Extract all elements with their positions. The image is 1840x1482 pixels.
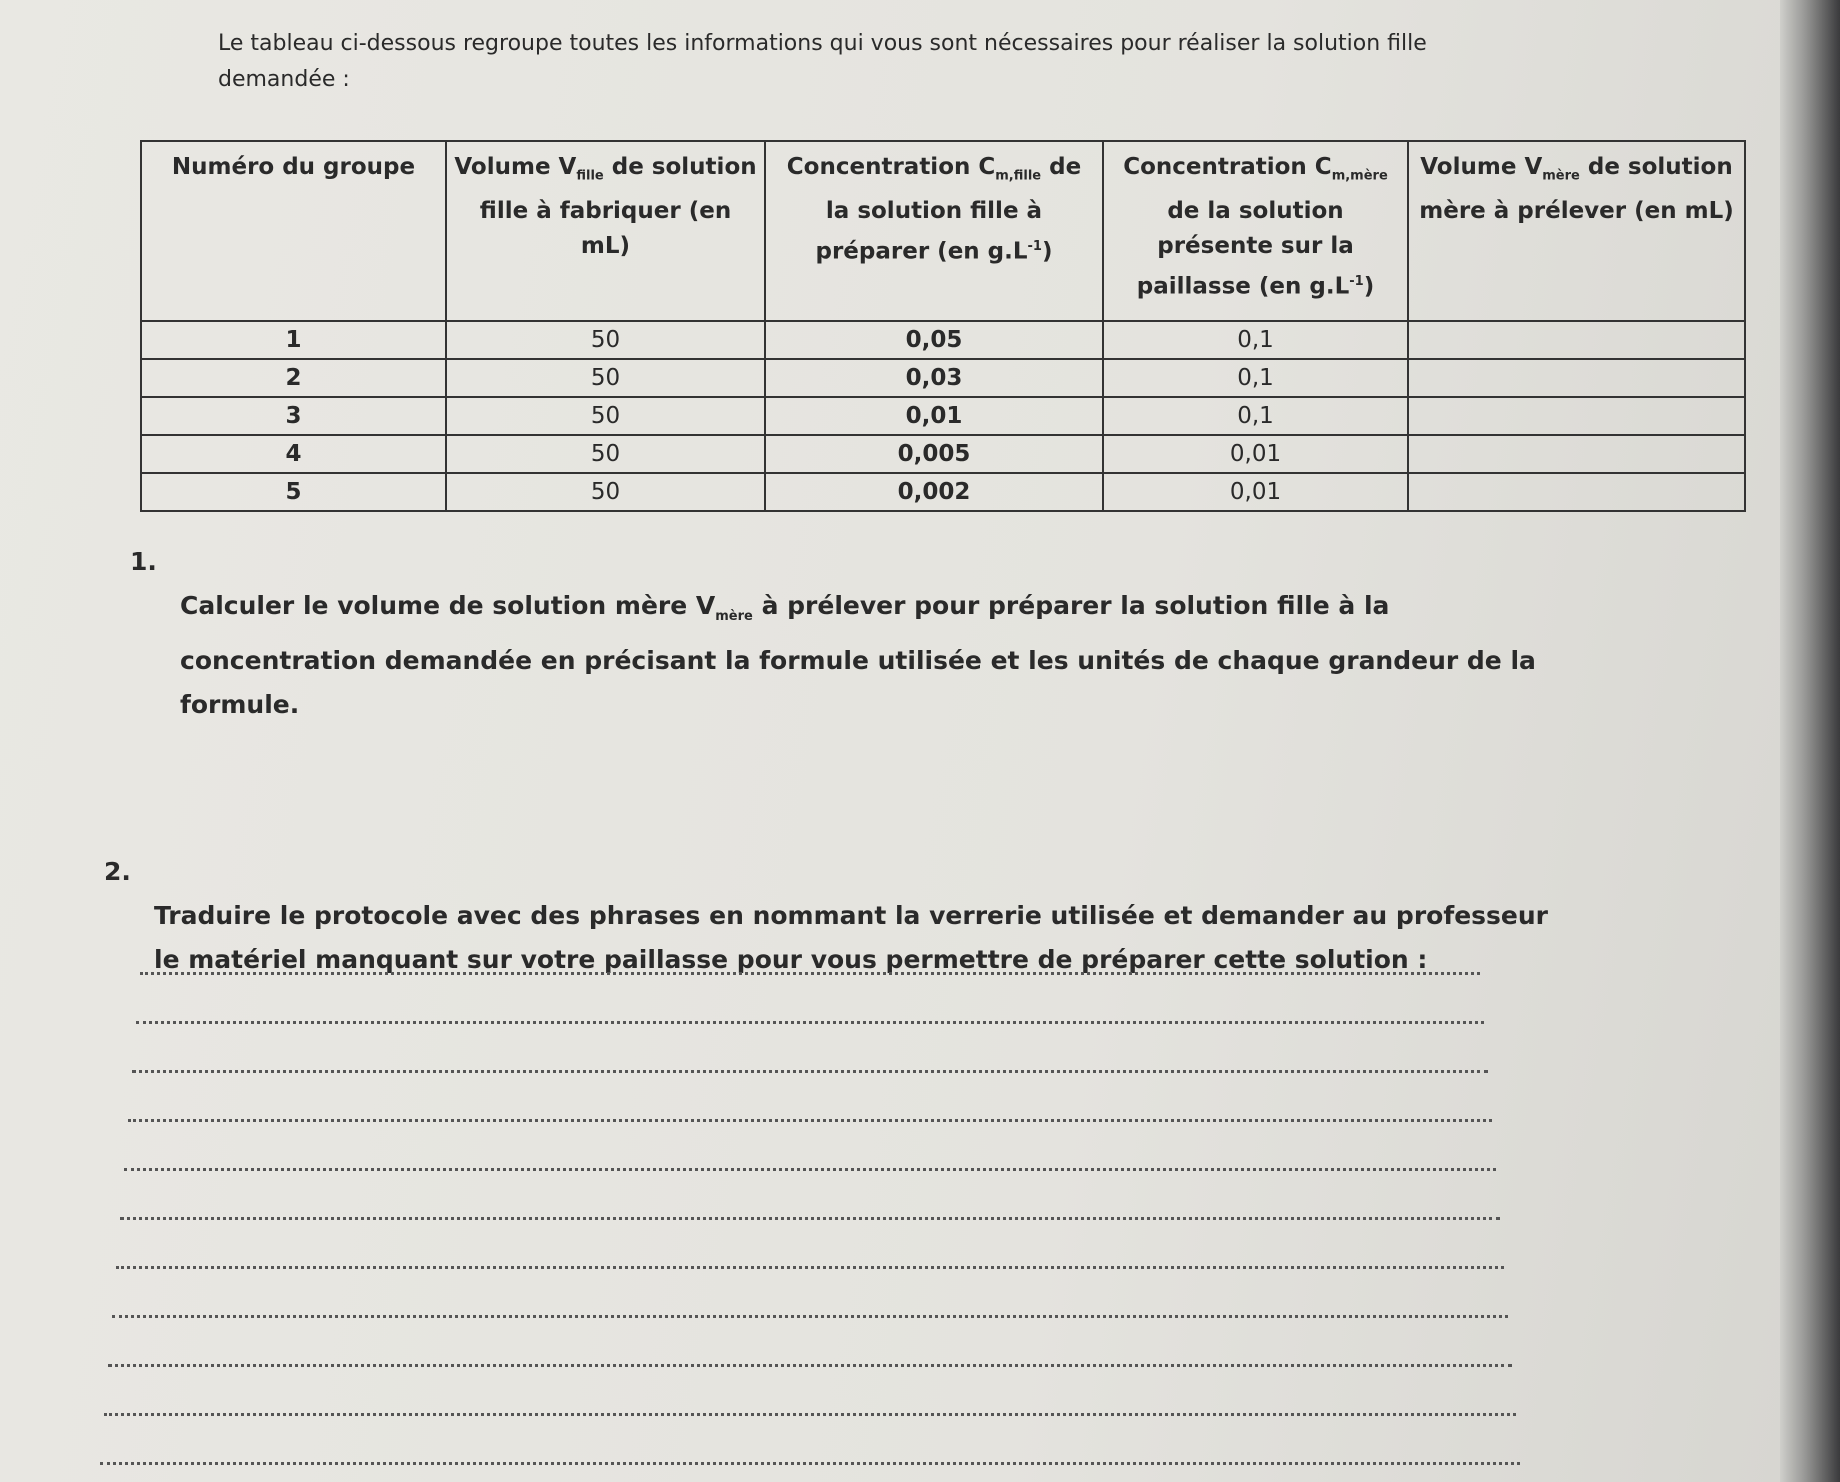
table-row: 5 50 0,002 0,01 — [140, 472, 1746, 512]
answer-line — [108, 1364, 1512, 1367]
answer-line — [112, 1315, 1508, 1318]
text: à prélever pour préparer la solution fil… — [180, 591, 1536, 719]
table-cell: 0,01 — [1102, 472, 1409, 512]
table-row: 1 50 0,05 0,1 — [140, 320, 1746, 360]
answer-line — [124, 1168, 1496, 1171]
subscript: m,fille — [995, 168, 1042, 184]
question-number: 1. — [130, 547, 157, 576]
empty-cell — [1407, 320, 1746, 360]
table-cell: 50 — [445, 358, 766, 398]
table-cell: 2 — [140, 358, 447, 398]
table-row: 4 50 0,005 0,01 — [140, 434, 1746, 474]
table-cell: 4 — [140, 434, 447, 474]
header-cell: Numéro du groupe — [140, 140, 447, 322]
subscript: mère — [1542, 168, 1580, 184]
answer-line — [128, 1119, 1492, 1122]
table-cell: 50 — [445, 320, 766, 360]
answer-line — [136, 1021, 1484, 1024]
text: Traduire le protocole avec des phrases e… — [154, 901, 1549, 974]
table-cell: 50 — [445, 434, 766, 474]
question: 1. Calculer le volume de solution mère Vm… — [130, 540, 1570, 727]
table-cell: 0,01 — [1102, 434, 1409, 474]
table-cell: 1 — [140, 320, 447, 360]
table-cell: 0,05 — [764, 320, 1104, 360]
answer-line — [104, 1413, 1516, 1416]
text: Volume V — [454, 154, 577, 180]
subscript: fille — [576, 168, 604, 184]
table-row: 2 50 0,03 0,1 — [140, 358, 1746, 398]
table-cell: 0,002 — [764, 472, 1104, 512]
binder-edge — [1780, 0, 1840, 1482]
question: 2. Traduire le protocole avec des phrases… — [104, 850, 1574, 982]
question-text: Calculer le volume de solution mère Vmèr… — [180, 584, 1570, 727]
text: Concentration C — [786, 154, 996, 180]
text: ) — [1363, 273, 1375, 300]
text: de la solution fille à préparer (en g.L — [815, 154, 1082, 265]
subscript: mère — [715, 609, 753, 624]
table-row: 3 50 0,01 0,1 — [140, 396, 1746, 436]
table-cell: 3 — [140, 396, 447, 436]
table-cell: 0,1 — [1102, 358, 1409, 398]
table-cell: 0,01 — [764, 396, 1104, 436]
text: Numéro du groupe — [171, 154, 416, 180]
answer-line — [140, 972, 1480, 975]
answer-line — [116, 1266, 1504, 1269]
superscript: -1 — [1349, 273, 1364, 289]
table-cell: 0,1 — [1102, 320, 1409, 360]
superscript: -1 — [1027, 238, 1042, 254]
text: de solution fille à fabriquer (en mL) — [479, 154, 757, 259]
header-cell: Concentration Cm,mère de la solution pré… — [1102, 140, 1409, 322]
text: Volume V — [1420, 154, 1543, 180]
table-cell: 50 — [445, 396, 766, 436]
empty-cell — [1407, 396, 1746, 436]
text: de la solution présente sur la paillasse… — [1136, 197, 1354, 300]
text: de solution mère à prélever (en mL) — [1419, 154, 1734, 224]
table-cell: 0,1 — [1102, 396, 1409, 436]
text: ) — [1041, 238, 1053, 265]
data-table: Numéro du groupe Volume Vfille de solutio… — [140, 140, 1746, 512]
header-cell: Concentration Cm,fille de la solution fi… — [764, 140, 1104, 322]
intro-text: Le tableau ci-dessous regroupe toutes le… — [218, 31, 1427, 92]
header-cell: Volume Vmère de solution mère à prélever… — [1407, 140, 1746, 322]
table-body: 1 50 0,05 0,1 2 50 0,03 0,1 3 50 0,01 0,1 4 50 0,005 0,… — [140, 320, 1746, 512]
subscript: m,mère — [1331, 168, 1388, 184]
answer-line — [132, 1070, 1488, 1073]
table-cell: 5 — [140, 472, 447, 512]
table-cell: 50 — [445, 472, 766, 512]
table-cell: 0,03 — [764, 358, 1104, 398]
answer-line — [100, 1462, 1520, 1465]
text: Concentration C — [1123, 154, 1332, 180]
answer-line — [120, 1217, 1500, 1220]
header-cell: Volume Vfille de solution fille à fabriq… — [445, 140, 766, 322]
empty-cell — [1407, 434, 1746, 474]
empty-cell — [1407, 358, 1746, 398]
empty-cell — [1407, 472, 1746, 512]
question-number: 2. — [104, 857, 131, 886]
text: Calculer le volume de solution mère V — [180, 591, 716, 620]
question-text: Traduire le protocole avec des phrases e… — [154, 894, 1574, 982]
table-cell: 0,005 — [764, 434, 1104, 474]
header-row: Numéro du groupe Volume Vfille de solutio… — [140, 140, 1746, 322]
